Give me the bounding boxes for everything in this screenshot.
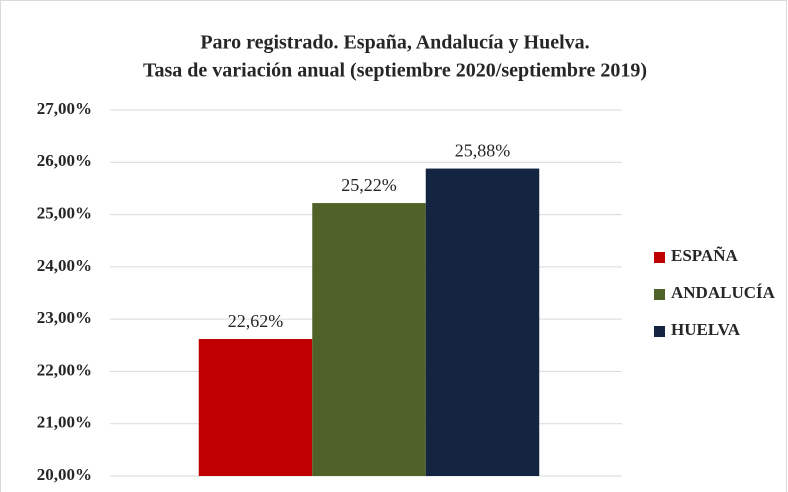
chart-subtitle: Tasa de variación anual (septiembre 2020…	[143, 60, 647, 82]
y-tick-label: 23,00%	[37, 308, 92, 327]
y-tick-label: 27,00%	[37, 99, 92, 118]
bar	[198, 339, 313, 476]
bar	[425, 168, 540, 476]
legend-swatch	[654, 252, 665, 263]
y-tick-label: 25,00%	[37, 203, 92, 222]
legend-swatch	[654, 289, 665, 300]
legend-swatch	[654, 326, 665, 337]
y-tick-label: 24,00%	[37, 256, 92, 275]
value-label: 25,88%	[455, 141, 511, 161]
value-label: 25,22%	[341, 175, 397, 195]
legend-label: ESPAÑA	[671, 246, 738, 265]
value-label: 22,62%	[228, 311, 284, 331]
bar	[312, 203, 426, 476]
y-tick-label: 20,00%	[37, 465, 92, 484]
legend-label: HUELVA	[671, 320, 741, 339]
y-tick-label: 21,00%	[37, 413, 92, 432]
chart-title: Paro registrado. España, Andalucía y Hue…	[200, 32, 589, 54]
y-tick-label: 26,00%	[37, 151, 92, 170]
y-tick-label: 22,00%	[37, 360, 92, 379]
legend-label: ANDALUCÍA	[671, 283, 776, 302]
